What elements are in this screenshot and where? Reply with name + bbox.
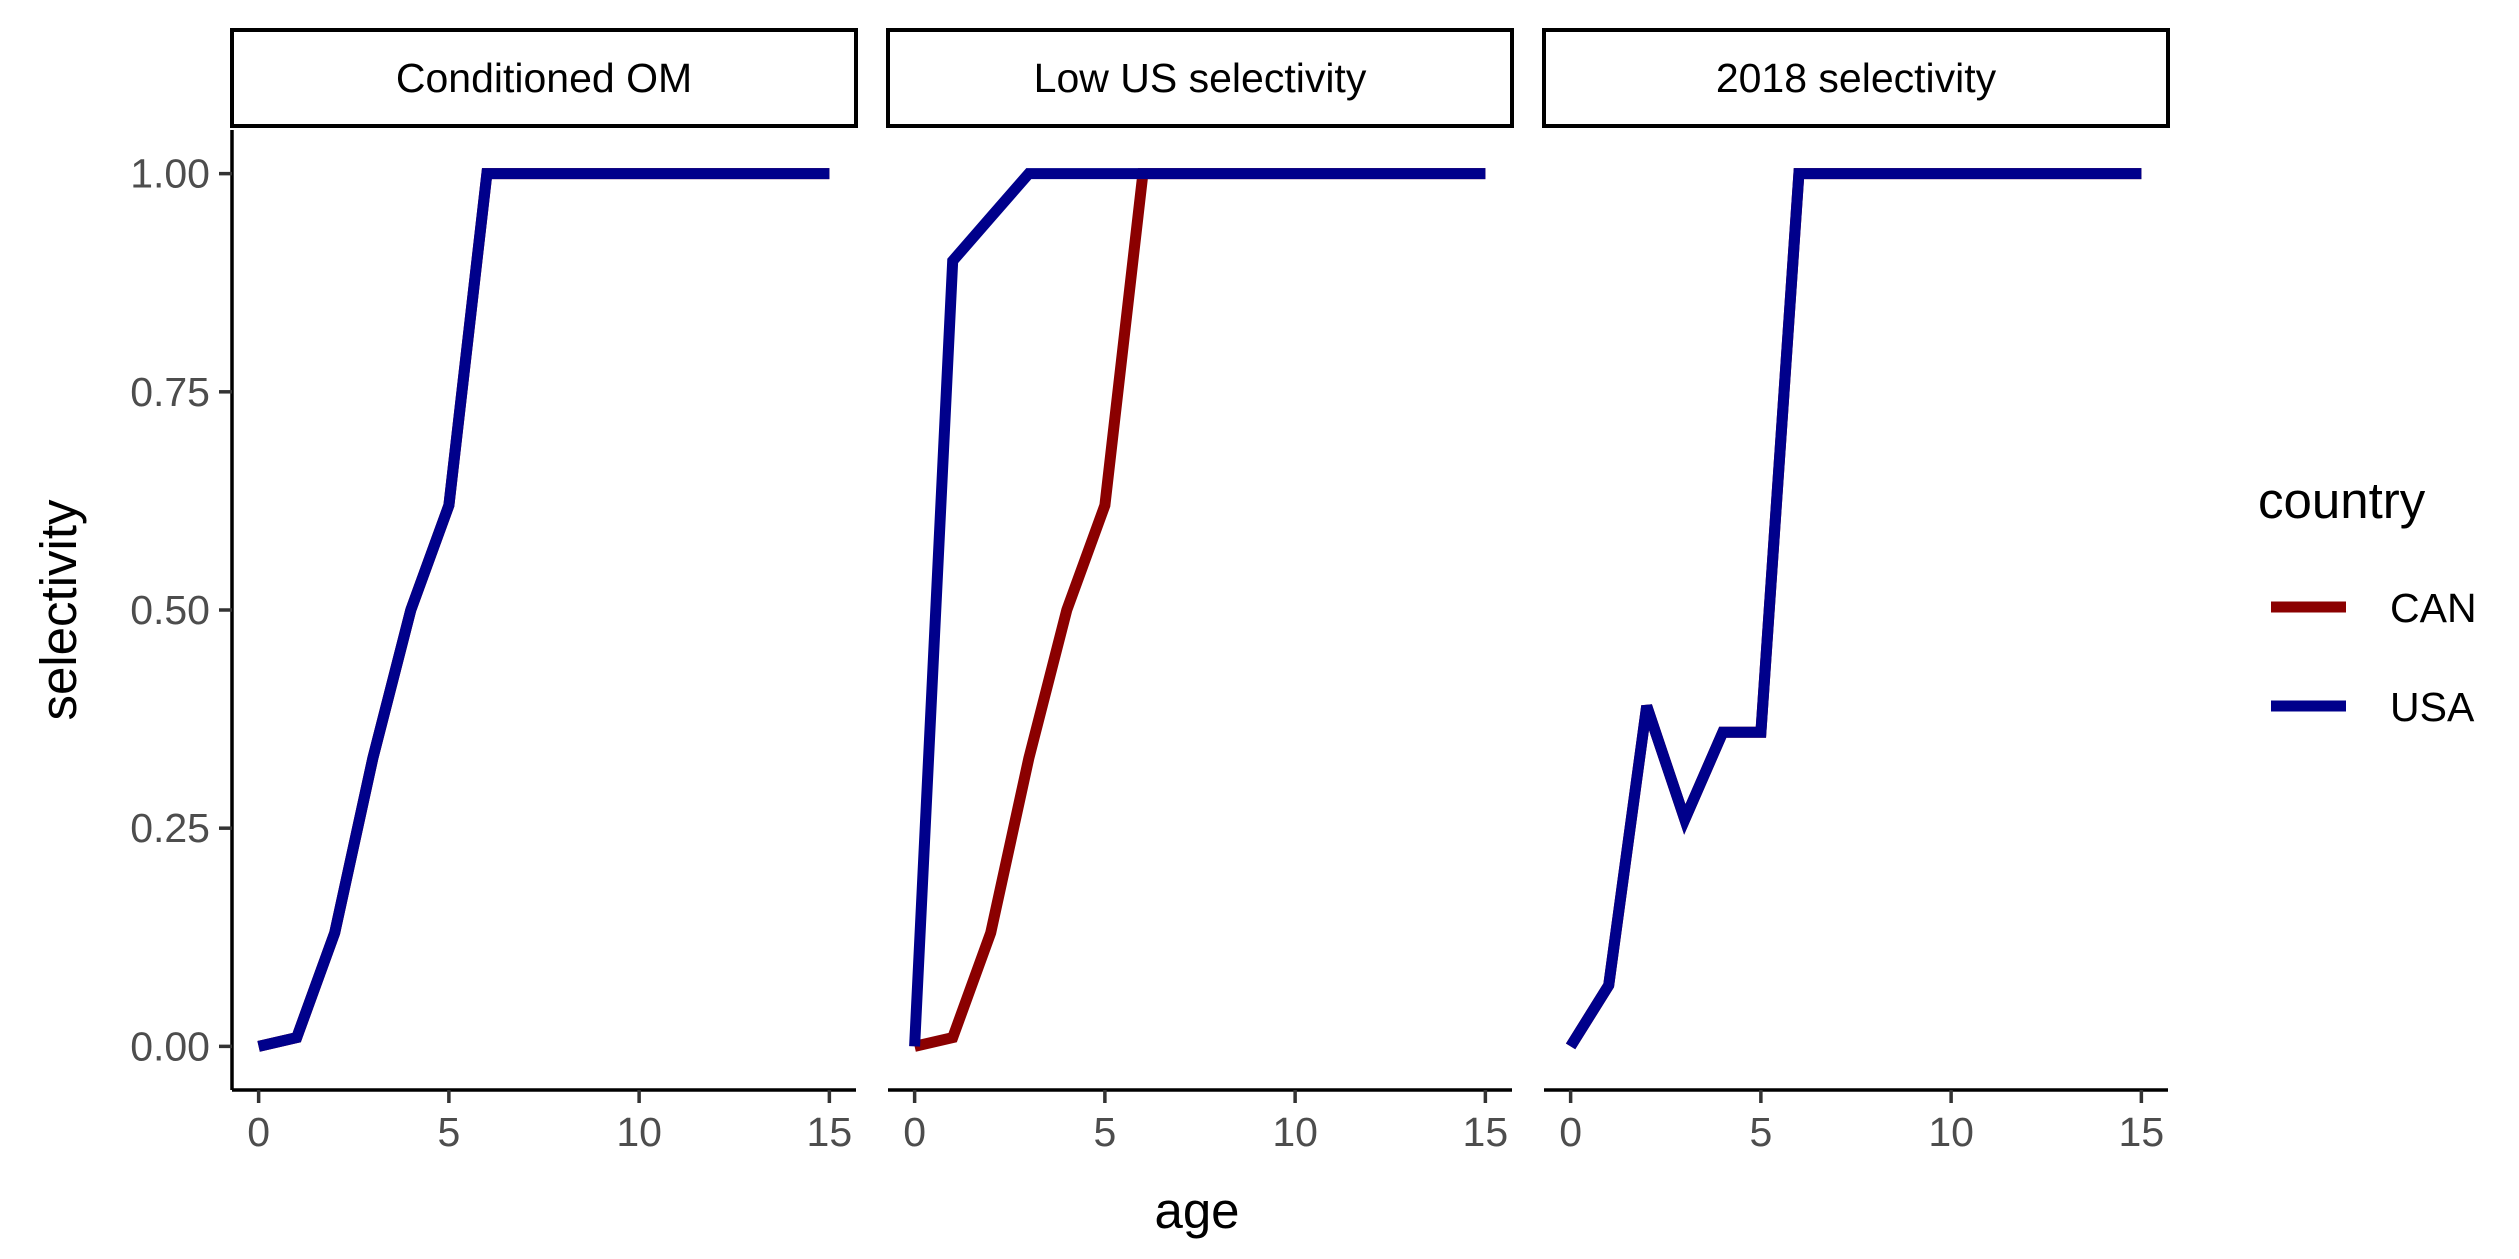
- facet-title: Conditioned OM: [396, 55, 692, 101]
- y-tick-label: 0.25: [130, 805, 210, 851]
- x-tick-label: 15: [2119, 1109, 2165, 1155]
- series-line-can: [257, 168, 830, 1052]
- x-tick-label: 5: [437, 1109, 460, 1155]
- facet-strip: [1542, 28, 2170, 128]
- y-tick-label: 0.50: [130, 587, 210, 633]
- series-line-usa: [1565, 168, 2142, 1050]
- x-tick-label: 5: [1093, 1109, 1116, 1155]
- series-line-usa: [909, 168, 1486, 1047]
- facet-title: 2018 selectivity: [1716, 55, 1997, 101]
- facet-strip: [886, 28, 1514, 128]
- facet-strip: [230, 28, 858, 128]
- y-tick-label: 0.75: [130, 369, 210, 415]
- legend-title: country: [2258, 472, 2426, 529]
- x-tick-label: 0: [1559, 1109, 1582, 1155]
- panel-3: 2018 selectivity 0 5 10 15: [1542, 28, 2170, 1155]
- x-tick-label: 10: [1272, 1109, 1318, 1155]
- legend-label-can: CAN: [2390, 585, 2477, 631]
- x-tick-label: 15: [1463, 1109, 1509, 1155]
- panel-1: Conditioned OM 0 5 10 15 0.00 0.25 0.50 0.75 1.00: [130, 28, 858, 1155]
- x-axis-title: age: [1154, 1182, 1239, 1239]
- x-tick-label: 10: [616, 1109, 662, 1155]
- legend: country CAN USA: [2258, 472, 2477, 730]
- x-tick-label: 0: [903, 1109, 926, 1155]
- series-line-can: [1565, 168, 2142, 1050]
- x-tick-label: 10: [1928, 1109, 1974, 1155]
- legend-entries: CAN USA: [2271, 585, 2477, 730]
- series-line-usa: [257, 168, 830, 1052]
- y-tick-label: 1.00: [130, 151, 210, 197]
- y-axis-title: selectivity: [30, 499, 87, 721]
- x-tick-label: 0: [247, 1109, 270, 1155]
- facet-title: Low US selectivity: [1034, 55, 1367, 101]
- series-line-can: [913, 168, 1486, 1052]
- panels: Conditioned OM 0 5 10 15 0.00 0.25 0.50 0.75 1.00…: [130, 28, 2170, 1155]
- x-tick-label: 5: [1749, 1109, 1772, 1155]
- legend-label-usa: USA: [2390, 684, 2475, 730]
- y-tick-label: 0.00: [130, 1023, 210, 1069]
- panel-2: Low US selectivity 0 5 10 15: [886, 28, 1514, 1155]
- x-tick-label: 15: [807, 1109, 853, 1155]
